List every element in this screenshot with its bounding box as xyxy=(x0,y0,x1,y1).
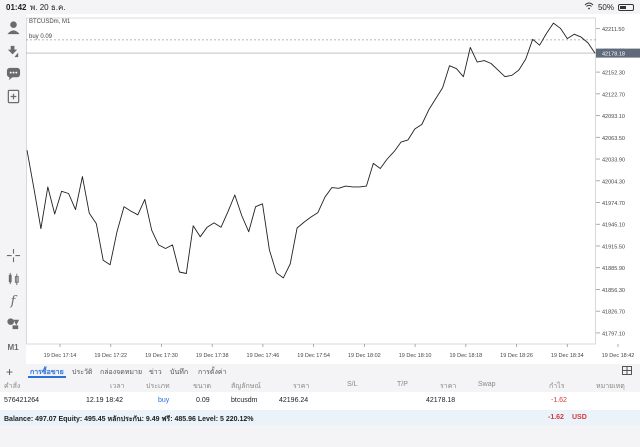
add-icon[interactable]: + xyxy=(6,365,14,379)
wifi-icon xyxy=(584,2,594,12)
header-current-price: ราคา xyxy=(440,383,457,390)
current-price-tag xyxy=(596,48,640,58)
active-tab-indicator xyxy=(28,376,66,378)
time-axis-label: 19 Dec 17:22 xyxy=(94,353,127,359)
crosshair-icon[interactable] xyxy=(4,246,22,264)
price-axis-label: 41915.50 xyxy=(602,244,625,250)
price-axis-label: 41974.70 xyxy=(602,201,625,207)
account-currency: USD xyxy=(572,414,587,421)
time-axis-label: 19 Dec 18:26 xyxy=(500,353,533,359)
bottom-tabs: + การซื้อขาย ประวัติ กล่องจดหมาย ข่าว บั… xyxy=(0,364,640,379)
chart-type-icon[interactable] xyxy=(4,269,22,287)
status-right: 50% xyxy=(584,2,634,12)
balance-summary: Balance: 497.07 Equity: 495.45 หลักประกั… xyxy=(4,416,254,423)
price-axis-label: 41856.30 xyxy=(602,288,625,294)
layout-settings-icon[interactable] xyxy=(622,366,632,377)
tab-news[interactable]: ข่าว xyxy=(149,369,162,376)
cell-current-price: 42178.18 xyxy=(426,397,456,404)
cell-time: 12.19 18:42 xyxy=(86,397,123,404)
header-swap: Swap xyxy=(478,381,496,388)
price-axis-label: 42122.70 xyxy=(602,92,625,98)
tab-trade[interactable]: การซื้อขาย xyxy=(30,369,64,376)
price-axis-label: 41885.90 xyxy=(602,266,625,272)
cell-symbol: btcusdm xyxy=(231,397,258,404)
tab-mailbox[interactable]: กล่องจดหมาย xyxy=(100,369,143,376)
timeframe-label[interactable]: M1 xyxy=(7,342,19,352)
header-time: เวลา xyxy=(110,383,125,390)
tab-journal[interactable]: บันทึก xyxy=(170,369,189,376)
cell-type: buy xyxy=(158,397,170,404)
price-axis-label: 42211.50 xyxy=(602,27,625,33)
trade-order-icon[interactable] xyxy=(4,42,22,60)
price-chart[interactable]: 42211.5042182.2042152.3042122.7042093.10… xyxy=(26,14,640,364)
status-bar: 01:42 พ. 20 ธ.ค. 50% xyxy=(0,0,640,14)
header-symbol: สัญลักษณ์ xyxy=(231,383,261,390)
bottom-empty-area xyxy=(0,425,640,447)
header-tp: T/P xyxy=(397,381,408,388)
battery-percent: 50% xyxy=(597,2,614,12)
time-axis-label: 19 Dec 18:02 xyxy=(348,353,381,359)
price-axis-label: 42152.30 xyxy=(602,71,625,77)
time-axis-label: 19 Dec 17:38 xyxy=(196,353,229,359)
status-date: พ. 20 ธ.ค. xyxy=(30,2,66,12)
chat-icon[interactable] xyxy=(4,64,22,82)
price-axis-label: 41826.70 xyxy=(602,310,625,316)
total-profit: -1.62 xyxy=(548,414,564,421)
indicators-icon[interactable]: f xyxy=(10,293,16,309)
cell-open-price: 42196.24 xyxy=(279,397,309,404)
current-price-value: 42178.18 xyxy=(602,51,625,57)
header-comment: หมายเหตุ xyxy=(596,383,625,390)
tab-settings[interactable]: การตั้งค่า xyxy=(198,369,227,376)
time-axis-label: 19 Dec 18:10 xyxy=(399,353,432,359)
status-time: 01:42 xyxy=(6,2,27,12)
chart-symbol-label: BTCUSDm, M1 xyxy=(29,19,71,25)
price-axis-label: 42093.10 xyxy=(602,114,625,120)
table-row[interactable]: 576421264 12.19 18:42 buy 0.09 btcusdm 4… xyxy=(0,393,640,409)
header-profit: กำไร xyxy=(549,383,565,390)
header-order: คำสั่ง xyxy=(4,383,21,390)
battery-icon xyxy=(618,3,634,11)
cell-size: 0.09 xyxy=(196,397,210,404)
time-axis-label: 19 Dec 18:34 xyxy=(551,353,584,359)
time-axis-label: 19 Dec 17:46 xyxy=(247,353,280,359)
trade-table-header: คำสั่ง เวลา ประเภท ขนาด สัญลักษณ์ ราคา S… xyxy=(0,378,640,392)
header-type: ประเภท xyxy=(146,383,170,390)
objects-icon[interactable] xyxy=(4,314,22,332)
chart-svg[interactable]: 42211.5042182.2042152.3042122.7042093.10… xyxy=(26,14,640,364)
new-order-icon[interactable] xyxy=(4,87,22,105)
header-size: ขนาด xyxy=(193,383,212,390)
time-axis-label: 19 Dec 18:42 xyxy=(602,353,635,359)
time-axis-label: 19 Dec 18:18 xyxy=(449,353,482,359)
buy-trade-label: buy 0.09 xyxy=(29,34,53,40)
left-toolbar: f M1 xyxy=(0,14,26,364)
price-axis-label: 42063.50 xyxy=(602,136,625,142)
price-axis-label: 41945.10 xyxy=(602,223,625,229)
price-axis-label: 41797.10 xyxy=(602,331,625,337)
header-sl: S/L xyxy=(347,381,358,388)
tab-history[interactable]: ประวัติ xyxy=(72,369,93,376)
price-series-line xyxy=(26,22,596,279)
time-axis-label: 19 Dec 17:54 xyxy=(297,353,330,359)
price-axis-label: 42004.30 xyxy=(602,179,625,185)
account-icon[interactable] xyxy=(4,18,22,36)
time-axis-label: 19 Dec 17:14 xyxy=(44,353,77,359)
price-axis-label: 42033.90 xyxy=(602,158,625,164)
balance-bar: Balance: 497.07 Equity: 495.45 หลักประกั… xyxy=(0,410,640,425)
header-price: ราคา xyxy=(293,383,310,390)
cell-profit: -1.62 xyxy=(551,397,567,404)
cell-order: 576421264 xyxy=(4,397,40,404)
time-axis-label: 19 Dec 17:30 xyxy=(145,353,178,359)
plot-border xyxy=(26,17,596,345)
